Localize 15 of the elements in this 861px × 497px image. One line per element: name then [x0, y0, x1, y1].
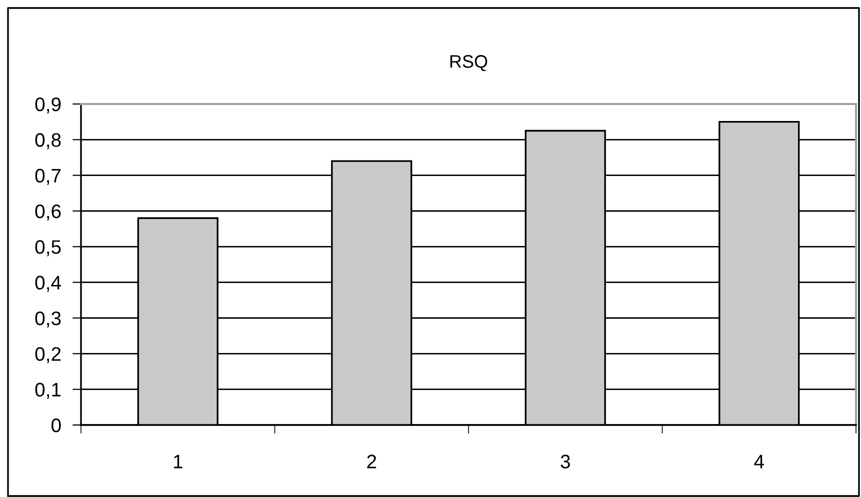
x-tick-label: 1: [174, 454, 182, 468]
y-tick-label: 0,2: [35, 347, 61, 364]
y-tick-label: 0,6: [35, 204, 61, 221]
y-tick-label: 0: [52, 418, 61, 432]
x-tick-label: 3: [560, 454, 570, 468]
x-tick-label: 4: [754, 454, 764, 468]
y-tick-label: 0,1: [35, 382, 61, 399]
chart-title: RSQ: [450, 55, 488, 72]
y-tick-label: 0,5: [35, 240, 61, 256]
y-tick-label: 0,8: [35, 133, 61, 150]
x-tick-label: 2: [367, 454, 376, 468]
y-tick-label: 0,7: [35, 168, 61, 185]
y-tick-label: 0,3: [35, 311, 61, 328]
y-tick-label: 0,4: [35, 276, 61, 292]
y-tick-label: 0,9: [35, 97, 61, 114]
